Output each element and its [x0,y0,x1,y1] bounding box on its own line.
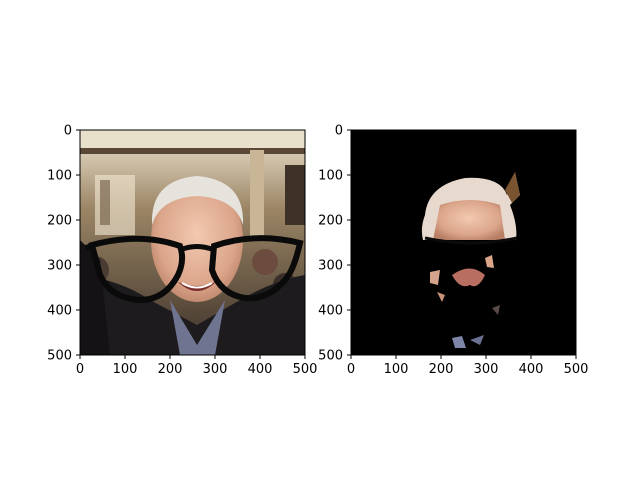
right-xtick-label: 400 [519,362,544,377]
right-xtick-label: 300 [474,362,499,377]
right-xtick-label: 500 [564,362,589,377]
sunglasses-overlay [85,235,304,304]
left-xtick-label: 200 [158,362,183,377]
left-xtick-label: 100 [113,362,138,377]
left-xtick-label: 400 [248,362,273,377]
left-xtick-label: 300 [203,362,228,377]
left-panel-axes: 0 100 200 300 400 500 0 100 200 300 400 500 [47,124,317,378]
right-ytick-label: 0 [335,124,343,139]
right-ytick-label: 300 [318,259,343,274]
right-panel-frame [350,129,577,356]
right-ytick-label: 400 [318,304,343,319]
right-xtick-label: 0 [347,362,355,377]
left-ytick-label: 500 [47,349,72,364]
left-ytick-label: 100 [47,169,72,184]
left-xtick-label: 500 [293,362,318,377]
right-ytick-label: 100 [318,169,343,184]
left-ytick-label: 200 [47,214,72,229]
right-xtick-label: 200 [429,362,454,377]
right-panel-axes: 0 100 200 300 400 500 0 100 200 300 400 500 [318,124,588,378]
right-panel-image [351,130,576,355]
left-panel-image [80,130,305,355]
left-panel-frame [79,129,306,356]
left-ytick-label: 400 [47,304,72,319]
right-ytick-label: 500 [318,349,343,364]
left-xtick-label: 0 [76,362,84,377]
right-xtick-label: 100 [384,362,409,377]
left-ytick-label: 0 [64,124,72,139]
left-ytick-label: 300 [47,259,72,274]
right-ytick-label: 200 [318,214,343,229]
